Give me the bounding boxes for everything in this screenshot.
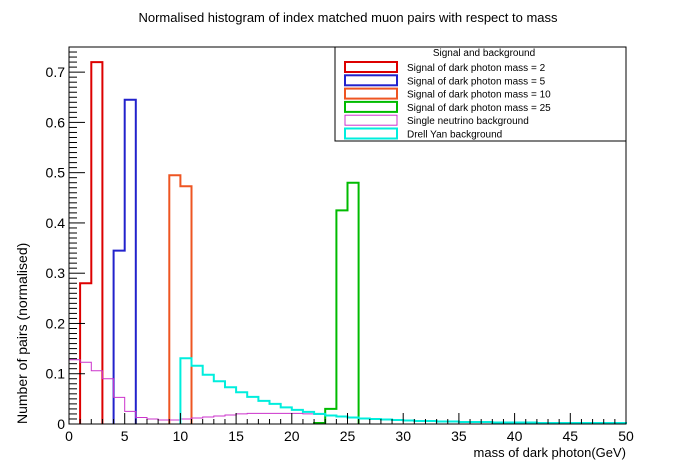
x-tick-label: 0 (65, 428, 73, 444)
series-signal-of-dark-photon-mass-5 (112, 98, 137, 424)
histogram-bin (325, 415, 336, 424)
histogram-bin (292, 410, 303, 424)
legend-entry: Single neutrino background (344, 114, 529, 127)
histogram-bin (80, 362, 91, 424)
y-axis-label: Number of pairs (normalised) (14, 243, 30, 424)
x-tick-label: 45 (563, 428, 579, 444)
series-outline (313, 181, 360, 424)
legend-swatch (344, 74, 398, 87)
x-tick-label: 10 (173, 428, 189, 444)
histogram-bin (392, 420, 403, 424)
series-outline (112, 98, 137, 424)
legend-swatch (344, 87, 398, 100)
x-tick-label: 40 (507, 428, 523, 444)
y-tick-label: 0.4 (46, 215, 66, 231)
series-signal-of-dark-photon-mass-2 (79, 61, 104, 424)
series-drell-yan-background (179, 357, 627, 424)
y-tick-label: 0.3 (46, 265, 66, 281)
legend-entry: Drell Yan background (344, 127, 502, 141)
y-tick-label: 0.2 (46, 315, 66, 331)
histogram-bin (125, 100, 136, 424)
histogram-bin (236, 392, 247, 424)
x-tick-label: 30 (395, 428, 411, 444)
series-outline (79, 61, 104, 424)
histogram-bin (348, 417, 359, 424)
histogram-bin (258, 401, 269, 424)
series-signal-of-dark-photon-mass-10 (168, 174, 193, 424)
y-tick-label: 0.1 (46, 366, 66, 382)
legend-entry: Signal of dark photon mass = 2 (344, 61, 546, 74)
legend-label: Signal of dark photon mass = 25 (407, 103, 551, 114)
histogram-bin (359, 418, 370, 424)
histogram-bin (203, 375, 214, 424)
legend-entry: Signal of dark photon mass = 5 (344, 74, 546, 87)
x-tick-label: 50 (618, 428, 634, 444)
x-tick-label: 25 (340, 428, 356, 444)
legend-label: Single neutrino background (407, 116, 529, 127)
histogram-bin (336, 210, 347, 424)
series-outline (179, 357, 627, 424)
histogram-bin (247, 397, 258, 424)
histogram-bin (192, 366, 203, 424)
x-tick-label: 5 (121, 428, 129, 444)
histogram-bin (91, 371, 102, 424)
x-axis-label: mass of dark photon(GeV) (474, 445, 626, 460)
histogram-bin (158, 420, 169, 424)
histogram-bin (102, 379, 113, 424)
legend-label: Drell Yan background (407, 130, 502, 141)
series-outline (168, 174, 193, 424)
histogram-bin (270, 404, 281, 424)
series-signal-of-dark-photon-mass-25 (313, 181, 360, 424)
histogram-bin (147, 419, 158, 424)
series-layer (68, 61, 627, 424)
chart-title: Normalised histogram of index matched mu… (138, 10, 558, 25)
legend: Signal and background Signal of dark pho… (334, 46, 627, 142)
histogram-bin (169, 420, 180, 424)
y-tick-label: 0.5 (46, 165, 66, 181)
histogram-bin (381, 419, 392, 424)
legend-swatch (344, 127, 398, 140)
legend-label: Signal of dark photon mass = 2 (407, 63, 546, 74)
legend-title: Signal and background (433, 48, 535, 59)
x-tick-label: 20 (284, 428, 300, 444)
legend-label: Signal of dark photon mass = 10 (407, 90, 551, 101)
legend-swatch (344, 100, 398, 113)
legend-entry: Signal of dark photon mass = 25 (344, 100, 551, 114)
legend-items: Signal of dark photon mass = 2 Signal of … (344, 61, 551, 141)
histogram-bin (125, 411, 136, 424)
histogram-bin (214, 381, 225, 424)
histogram-bin (180, 358, 191, 424)
y-tick-label: 0.7 (46, 64, 66, 80)
histogram-bin (336, 416, 347, 424)
legend-swatch (344, 114, 398, 126)
y-tick-label: 0.6 (46, 114, 66, 130)
histogram-bin (225, 387, 236, 424)
legend-label: Signal of dark photon mass = 5 (407, 76, 546, 87)
legend-entry: Signal of dark photon mass = 10 (344, 87, 551, 101)
histogram-bin (136, 417, 147, 424)
axes-layer: 0 5 10 15 20 25 30 35 40 45 50 0 0.1 0.2 0.3 0.4 0.5 0.6 0… (46, 46, 634, 444)
histogram-bin (114, 397, 125, 424)
legend-swatch (344, 61, 398, 73)
x-tick-label: 15 (228, 428, 244, 444)
histogram-bin (403, 420, 414, 424)
histogram-bin (348, 183, 359, 424)
histogram-bin (370, 419, 381, 424)
x-tick-label: 35 (451, 428, 467, 444)
histogram-bin (314, 414, 325, 424)
histogram-bin (91, 62, 102, 424)
histogram-bin (169, 175, 180, 424)
histogram-bin (281, 407, 292, 424)
y-tick-label: 0 (57, 416, 65, 432)
histogram-bin (303, 412, 314, 424)
